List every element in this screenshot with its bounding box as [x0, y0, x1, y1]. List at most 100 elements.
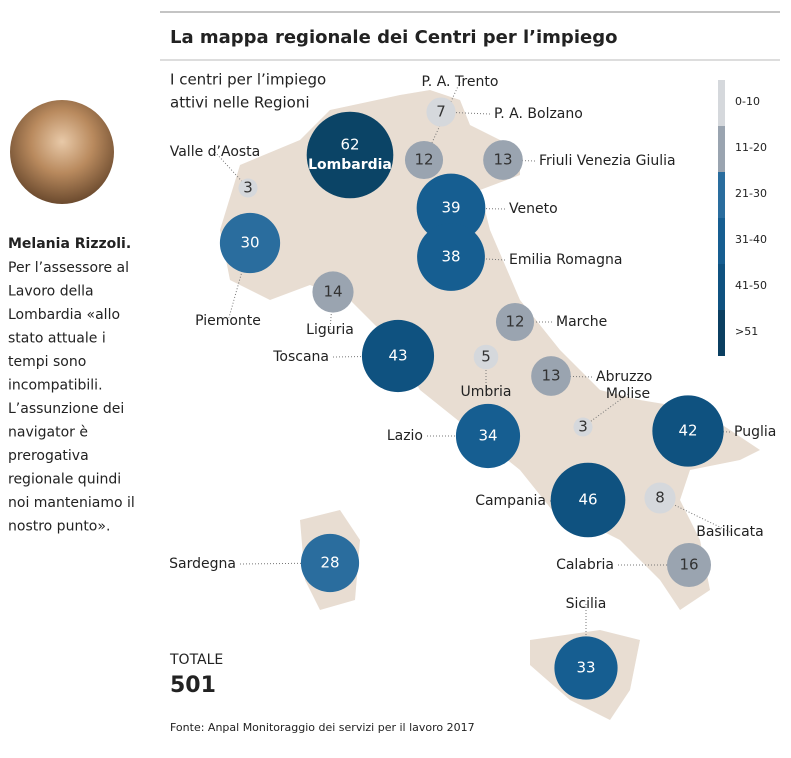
region-label: Emilia Romagna [509, 252, 622, 268]
bubble-value: 7 [436, 103, 446, 121]
bubble-value: 34 [478, 427, 497, 445]
bubble-value: 43 [388, 347, 407, 365]
bubble-value: 3 [578, 418, 588, 436]
legend-label: 21-30 [735, 187, 767, 200]
leader-line [440, 111, 491, 115]
sidebar-line: noi manteniamo il [8, 495, 135, 511]
legend-label: 0-10 [735, 95, 760, 108]
region-label: Lombardia [308, 157, 392, 173]
bubble-value: 5 [481, 348, 491, 366]
sidebar-line: Lombardia «allo [8, 307, 120, 323]
legend-swatch [718, 126, 725, 172]
subtitle: I centri per l’impiego [170, 71, 326, 89]
leader-line [582, 393, 629, 428]
region-label: Piemonte [195, 313, 261, 329]
bubble [306, 111, 394, 199]
bubble [573, 417, 593, 437]
sidebar-line: stato attuale i [8, 331, 106, 347]
bubble [473, 344, 499, 370]
bubble [667, 543, 711, 587]
region-label: Liguria [306, 322, 354, 338]
bubble [312, 271, 354, 313]
sidebar-line: regionale quindi [8, 472, 121, 488]
legend-swatch [718, 218, 725, 264]
bubble [219, 212, 281, 274]
bubble-value: 33 [576, 659, 595, 677]
bubble [495, 302, 535, 342]
subtitle: attivi nelle Regioni [170, 94, 310, 112]
legend-swatch [718, 310, 725, 356]
source: Fonte: Anpal Monitoraggio dei servizi pe… [170, 721, 475, 734]
region-label: Campania [475, 493, 546, 509]
bubble [238, 178, 258, 198]
bubble-value: 12 [505, 313, 524, 331]
bubble-value: 39 [441, 199, 460, 217]
bubble-value: 42 [678, 422, 697, 440]
region-label: Calabria [556, 557, 614, 573]
region-label: Sicilia [566, 596, 607, 612]
region-label: Friuli Venezia Giulia [539, 153, 676, 169]
bubble [455, 403, 521, 469]
bubble [652, 395, 724, 467]
bubble [416, 173, 486, 243]
sidebar-line: prerogativa [8, 448, 89, 464]
bubble-value: 28 [320, 554, 339, 572]
bubble-value: 12 [414, 151, 433, 169]
legend-label: >51 [735, 325, 758, 338]
bubble-value: 14 [323, 283, 342, 301]
bubble-value: 62 [340, 136, 359, 154]
region-label: Molise [606, 386, 650, 402]
total-label: TOTALE [169, 652, 223, 668]
title: La mappa regionale dei Centri per l’impi… [170, 27, 617, 48]
portrait [10, 100, 114, 204]
legend-label: 41-50 [735, 279, 767, 292]
legend: 0-10 11-20 21-30 31-40 41-50 >51 [718, 80, 767, 356]
bubble-value: 38 [441, 248, 460, 266]
sidebar-line: Lavoro della [8, 284, 94, 300]
bubble-value: 46 [578, 491, 597, 509]
legend-label: 11-20 [735, 141, 767, 154]
bubble [426, 97, 456, 127]
bubble [554, 636, 618, 700]
sidebar-line: tempi sono [8, 354, 86, 370]
region-label: Basilicata [696, 524, 764, 540]
total-value: 501 [170, 673, 216, 698]
region-label: Veneto [509, 201, 558, 217]
bubble [550, 462, 626, 538]
region-label: P. A. Trento [422, 74, 499, 90]
legend-label: 31-40 [735, 233, 767, 246]
bubble [361, 319, 435, 393]
region-label: Umbria [461, 384, 512, 400]
person-name: Melania Rizzoli. [8, 236, 131, 252]
bubble-value: 13 [493, 151, 512, 169]
region-label: Puglia [734, 424, 776, 440]
bubble [644, 482, 676, 514]
region-label: Sardegna [169, 556, 236, 572]
legend-swatch [718, 80, 725, 126]
region-label: Abruzzo [596, 369, 652, 385]
bubble [404, 140, 444, 180]
leader-line [329, 291, 334, 331]
bubble-value: 16 [679, 556, 698, 574]
leader-line [214, 151, 249, 189]
leader-line [659, 497, 731, 533]
sidebar-line: nostro punto». [8, 519, 110, 535]
sidebar-line: navigator è [8, 425, 88, 441]
region-label: Marche [556, 314, 607, 330]
bubble-value: 30 [240, 234, 259, 252]
leader-line [550, 375, 593, 378]
region-label: Lazio [387, 428, 423, 444]
bubble [483, 140, 523, 180]
sidebar-line: incompatibili. [8, 378, 103, 394]
legend-swatch [718, 264, 725, 310]
region-label: P. A. Bolzano [494, 106, 583, 122]
sidebar-line: Per l’assessore al [8, 260, 129, 276]
legend-swatch [718, 172, 725, 218]
region-label: Valle d’Aosta [170, 144, 261, 160]
bubble [417, 223, 485, 291]
sidebar-line: L’assunzione dei [8, 401, 124, 417]
bubble-value: 3 [243, 179, 253, 197]
bubble-value: 13 [541, 367, 560, 385]
bubble [300, 533, 360, 593]
